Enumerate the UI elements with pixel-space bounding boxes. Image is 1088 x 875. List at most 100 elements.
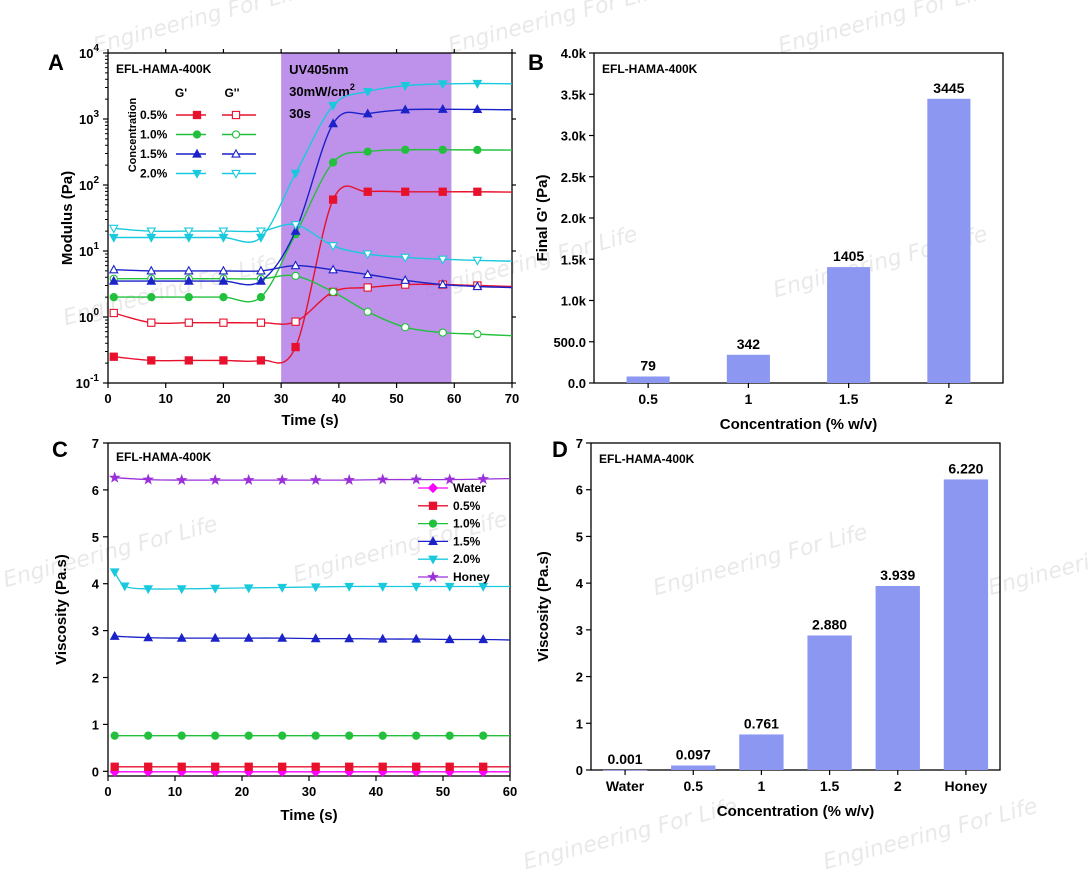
- x-tick-label: 0.5: [638, 391, 658, 407]
- bar: [626, 376, 670, 383]
- x-tick-label: 1.5: [839, 391, 859, 407]
- y-tick-label: 2.0k: [561, 211, 587, 226]
- data-label: 0.097: [676, 746, 711, 762]
- data-point: [401, 187, 410, 196]
- y-axis-label: Viscosity (Pa.s): [53, 554, 70, 665]
- legend-marker: [231, 169, 241, 179]
- y-tick-label: 1.5k: [561, 252, 587, 267]
- data-point: [291, 271, 300, 281]
- legend-marker: [192, 148, 202, 158]
- data-point: [184, 356, 193, 365]
- y-tick-label: 3: [576, 623, 583, 638]
- data-point: [438, 328, 447, 337]
- legend-label: 1.0%: [453, 517, 481, 531]
- series-line: [113, 223, 513, 262]
- data-point: [444, 634, 455, 644]
- data-point: [473, 145, 482, 155]
- data-point: [108, 233, 119, 243]
- y-tick-label: 100: [79, 307, 99, 325]
- data-point: [472, 79, 483, 89]
- panel-letter-d: D: [552, 437, 568, 462]
- inset-label: EFL-HAMA-400K: [116, 62, 212, 76]
- data-label: 0.001: [608, 751, 643, 767]
- y-tick-label: 2: [92, 671, 99, 686]
- data-point: [109, 568, 120, 578]
- data-point: [400, 104, 411, 114]
- legend-marker: [231, 130, 241, 139]
- data-point: [478, 634, 489, 644]
- data-point: [144, 731, 153, 740]
- data-point: [437, 279, 448, 289]
- data-point: [437, 255, 448, 265]
- y-axis-label: Final G' (Pa): [534, 175, 551, 262]
- data-point: [243, 584, 254, 594]
- legend-marker: [192, 169, 202, 179]
- y-tick-label: 6: [576, 483, 583, 498]
- data-point: [400, 275, 411, 284]
- legend-marker: [428, 501, 438, 510]
- legend-label: 0.5%: [140, 108, 168, 122]
- data-point: [276, 474, 289, 486]
- data-point: [184, 292, 193, 302]
- x-tick-label: 30: [302, 784, 316, 799]
- legend-label: 1.5%: [453, 534, 481, 548]
- bar: [943, 479, 989, 770]
- x-axis-label: Concentration (% w/v): [717, 803, 875, 820]
- plot-frame: [107, 442, 511, 777]
- data-point: [362, 108, 373, 118]
- x-tick-label: Honey: [945, 778, 988, 794]
- data-point: [290, 260, 301, 270]
- y-tick-label: 5: [92, 530, 99, 545]
- legend-marker: [192, 130, 202, 139]
- data-point: [256, 265, 266, 275]
- x-tick-label: 50: [436, 784, 450, 799]
- data-point: [401, 323, 410, 332]
- y-tick-label: 7: [92, 436, 99, 451]
- data-point: [218, 265, 229, 275]
- data-point: [443, 473, 456, 485]
- data-point: [412, 731, 421, 740]
- data-point: [210, 584, 221, 594]
- data-point: [400, 82, 411, 91]
- y-tick-label: 4: [576, 576, 584, 591]
- x-tick-label: 2: [894, 778, 902, 794]
- data-point: [473, 329, 482, 339]
- legend-marker: [428, 536, 438, 546]
- uv-label-line: 30s: [289, 106, 311, 121]
- bar: [827, 267, 871, 383]
- data-point: [290, 169, 301, 179]
- legend-header: G'': [224, 86, 239, 100]
- legend-label: 2.0%: [140, 167, 168, 181]
- data-point: [210, 632, 221, 642]
- x-axis-label: Time (s): [281, 412, 338, 429]
- data-point: [209, 474, 222, 486]
- uv-region: [281, 53, 452, 383]
- data-point: [108, 264, 119, 274]
- legend-label: 1.0%: [140, 128, 168, 142]
- x-tick-label: 1.5: [820, 778, 840, 794]
- y-tick-label: 102: [79, 175, 99, 193]
- plot-frame: [590, 442, 1001, 771]
- data-point: [110, 731, 119, 740]
- legend-marker: [428, 555, 438, 565]
- inset-label: EFL-HAMA-400K: [599, 452, 695, 466]
- data-point: [437, 80, 448, 90]
- data-point: [290, 221, 301, 231]
- data-point: [109, 292, 118, 302]
- data-label: 342: [737, 336, 761, 352]
- legend-marker: [428, 519, 438, 528]
- y-tick-label: 104: [79, 43, 99, 61]
- data-point: [142, 473, 155, 485]
- data-point: [244, 762, 253, 771]
- legend-marker: [231, 110, 241, 120]
- data-point: [110, 762, 119, 771]
- data-point: [400, 253, 411, 263]
- y-tick-label: 4: [92, 577, 100, 592]
- data-point: [108, 224, 119, 234]
- data-point: [328, 101, 338, 111]
- bar: [671, 765, 716, 770]
- data-point: [345, 762, 354, 771]
- data-point: [143, 585, 154, 595]
- y-tick-label: 2.5k: [561, 170, 587, 185]
- data-point: [411, 633, 422, 643]
